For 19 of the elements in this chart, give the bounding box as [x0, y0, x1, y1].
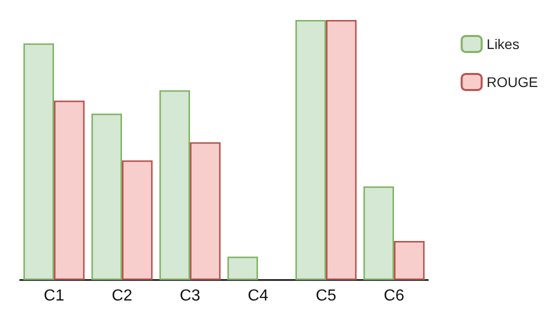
bar	[159, 90, 190, 280]
bar	[23, 43, 54, 280]
bar	[122, 160, 153, 280]
x-tick-label: C1	[44, 288, 64, 304]
bar	[295, 20, 326, 280]
x-tick-label: C3	[180, 288, 200, 304]
x-tick-label: C6	[384, 288, 404, 304]
bar	[326, 20, 357, 280]
bar	[227, 256, 258, 280]
bar	[363, 186, 394, 280]
bar	[54, 100, 85, 280]
legend-label: ROUGE	[486, 74, 538, 90]
x-tick-label: C5	[316, 288, 336, 304]
bar	[91, 114, 122, 280]
legend-label: Likes	[486, 36, 520, 52]
x-tick-label: C2	[112, 288, 132, 304]
bar	[394, 241, 425, 280]
bar	[190, 142, 221, 280]
x-tick-label: C4	[248, 288, 268, 304]
